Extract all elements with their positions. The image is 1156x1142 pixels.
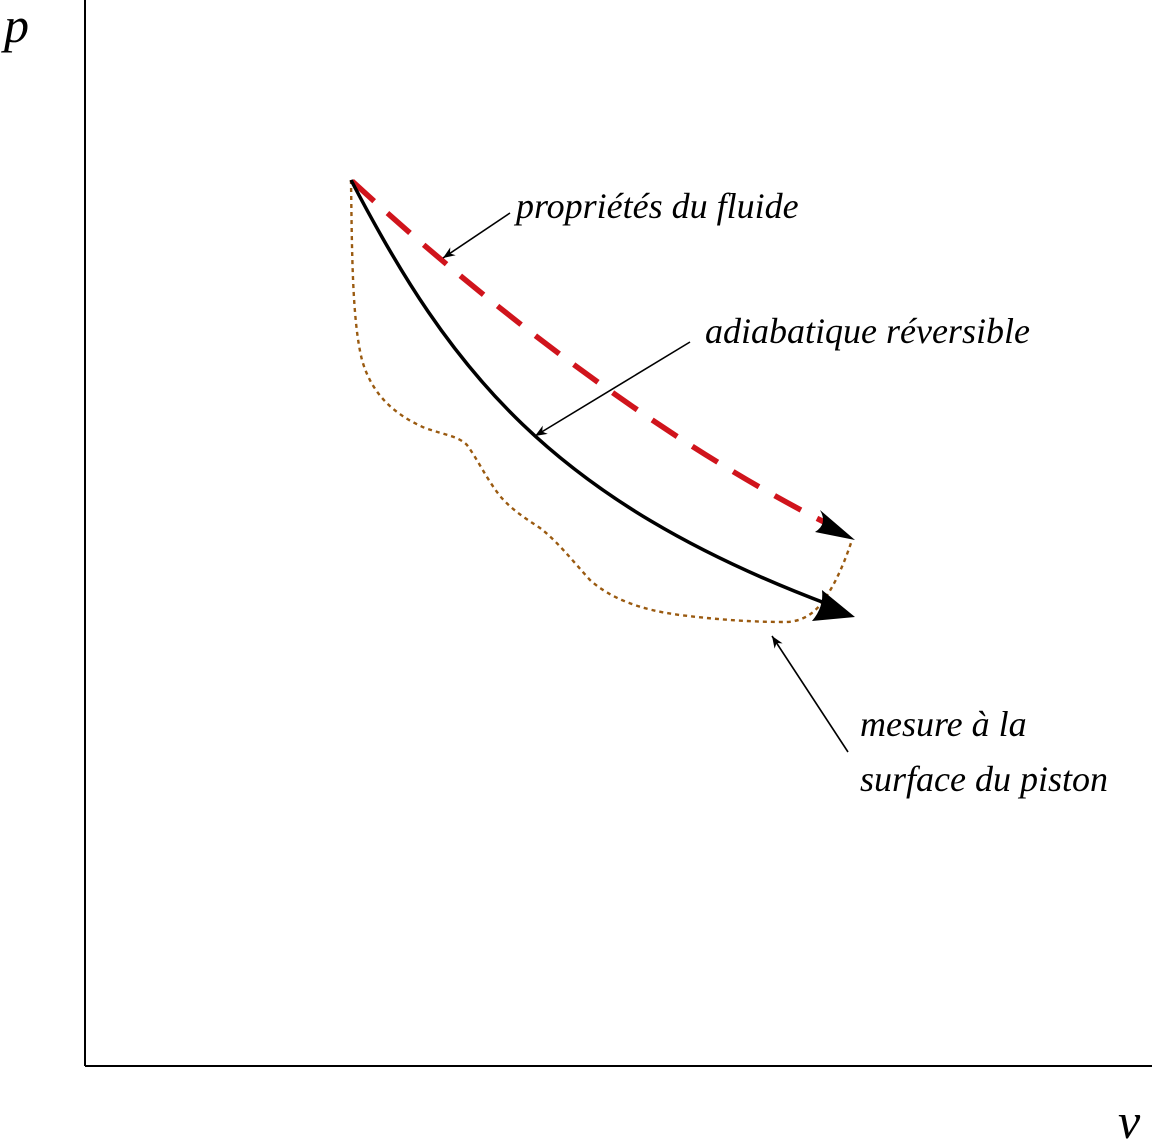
y-axis-label: p — [1, 0, 29, 53]
pointer-reversible-adiabatic — [534, 341, 691, 437]
fluid-properties-curve — [350, 178, 832, 528]
label-fluid-properties: propriétés du fluide — [513, 186, 799, 226]
label-reversible-adiabatic: adiabatique réversible — [705, 311, 1030, 351]
pointer-fluid-properties — [442, 212, 511, 259]
fluid-properties-arrowhead — [815, 510, 855, 540]
x-axis-label: v — [1118, 1093, 1141, 1142]
reversible-adiabatic-arrowhead — [812, 590, 855, 621]
reversible-adiabatic-curve — [349, 179, 831, 607]
piston-surface-curve — [349, 179, 854, 624]
label-piston-measure-line1: mesure à la — [860, 704, 1027, 744]
label-piston-measure-line2: surface du piston — [860, 759, 1108, 799]
pointer-piston-measure — [771, 635, 849, 753]
